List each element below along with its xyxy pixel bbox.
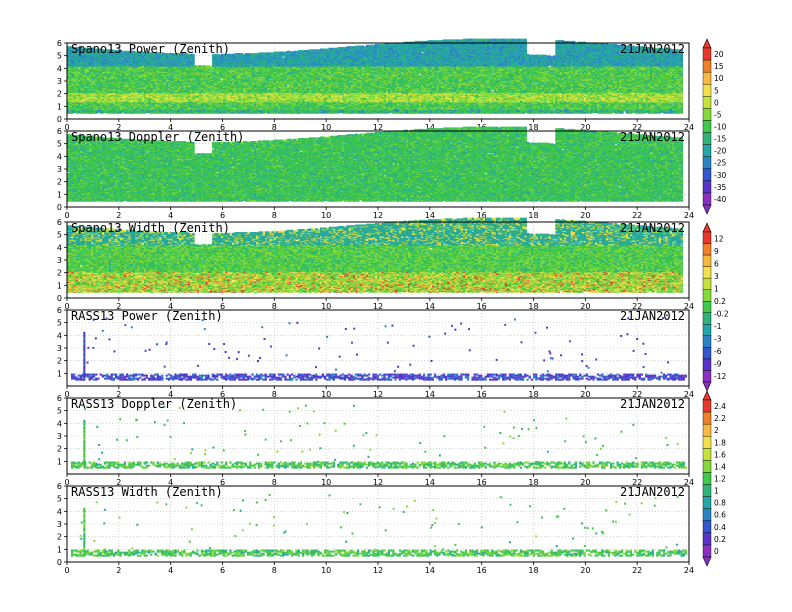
data-cell: [78, 76, 80, 78]
data-cell: [74, 80, 76, 82]
data-cell: [82, 63, 84, 65]
data-cell: [71, 73, 73, 75]
